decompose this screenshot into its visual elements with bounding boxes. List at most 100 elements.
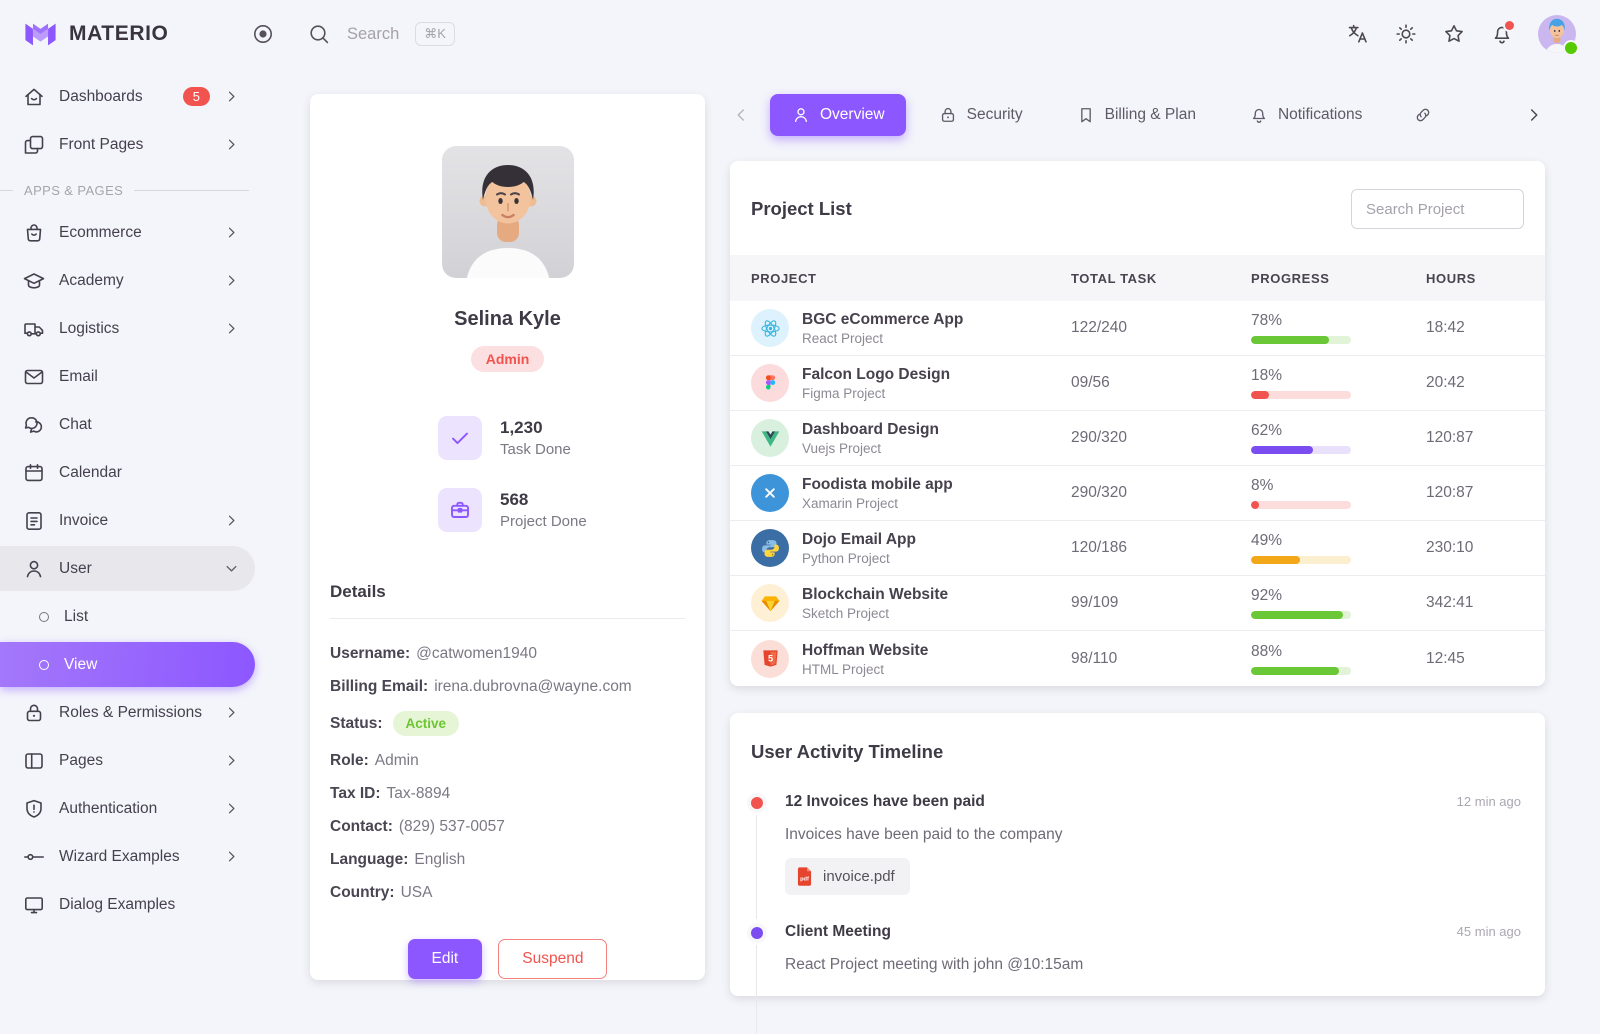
timeline-item-time: 12 min ago xyxy=(1457,794,1521,809)
chevron-down-icon xyxy=(222,559,241,578)
nav-pin-toggle-icon[interactable] xyxy=(243,14,283,54)
tab-label: Notifications xyxy=(1278,106,1362,124)
check-icon xyxy=(438,416,482,460)
column-total-task: TOTAL TASK xyxy=(1071,271,1251,286)
progress-label: 92% xyxy=(1251,587,1426,605)
tab-connections[interactable] xyxy=(1397,94,1449,136)
tab-label: Billing & Plan xyxy=(1105,106,1196,124)
chat-icon xyxy=(22,413,46,437)
detail-country: Country:USA xyxy=(330,884,685,901)
sidebar-item-authentication[interactable]: Authentication xyxy=(0,786,255,831)
project-type: Figma Project xyxy=(802,386,950,401)
sidebar-item-user-view[interactable]: View xyxy=(0,642,255,687)
global-search[interactable]: Search ⌘K xyxy=(307,22,455,46)
sidebar-item-invoice[interactable]: Invoice xyxy=(0,498,255,543)
details-title: Details xyxy=(330,582,685,602)
detail-username: Username:@catwomen1940 xyxy=(330,645,685,662)
project-type: React Project xyxy=(802,331,963,346)
sidebar-item-label: Front Pages xyxy=(59,136,222,154)
online-status-dot xyxy=(1565,42,1577,54)
progress-label: 78% xyxy=(1251,312,1426,330)
star-icon[interactable] xyxy=(1434,14,1474,54)
search-icon xyxy=(307,22,331,46)
timeline-dot xyxy=(751,927,763,939)
column-project: PROJECT xyxy=(751,271,1071,286)
sidebar-item-academy[interactable]: Academy xyxy=(0,258,255,303)
sidebar-item-user-list[interactable]: List xyxy=(0,594,255,639)
tabs-scroll-right-icon[interactable] xyxy=(1523,104,1545,126)
chevron-right-icon xyxy=(222,135,241,154)
attachment-invoice-pdf[interactable]: invoice.pdf xyxy=(785,858,910,895)
detail-contact: Contact:(829) 537-0057 xyxy=(330,818,685,835)
total-task: 98/110 xyxy=(1071,650,1251,668)
tab-notifications[interactable]: Notifications xyxy=(1228,94,1383,136)
activity-timeline-card: User Activity Timeline 12 Invoices have … xyxy=(730,713,1545,996)
sidebar-item-wizard-examples[interactable]: Wizard Examples xyxy=(0,834,255,879)
react-icon xyxy=(751,309,789,347)
progress-label: 8% xyxy=(1251,477,1426,495)
sidebar-item-front-pages[interactable]: Front Pages xyxy=(0,122,255,167)
progress-bar xyxy=(1251,446,1351,454)
sidebar-item-calendar[interactable]: Calendar xyxy=(0,450,255,495)
progress-bar xyxy=(1251,611,1351,619)
project-type: Xamarin Project xyxy=(802,496,953,511)
chevron-right-icon xyxy=(222,703,241,722)
sidebar-item-roles-permissions[interactable]: Roles & Permissions xyxy=(0,690,255,735)
sidebar-item-label: Wizard Examples xyxy=(59,848,222,866)
sidebar-item-dialog-examples[interactable]: Dialog Examples xyxy=(0,882,255,927)
html5-icon xyxy=(751,640,789,678)
sidebar-item-logistics[interactable]: Logistics xyxy=(0,306,255,351)
truck-icon xyxy=(22,317,46,341)
sidebar-item-user[interactable]: User xyxy=(0,546,255,591)
edit-button[interactable]: Edit xyxy=(408,939,483,979)
shopping-bag-icon xyxy=(22,221,46,245)
brand[interactable]: MATERIO xyxy=(24,22,243,47)
light-mode-icon[interactable] xyxy=(1386,14,1426,54)
tab-security[interactable]: Security xyxy=(917,94,1044,136)
bell-icon[interactable] xyxy=(1482,14,1522,54)
chevron-right-icon xyxy=(222,511,241,530)
sidebar-item-label: Ecommerce xyxy=(59,224,222,242)
progress-bar xyxy=(1251,556,1351,564)
project-list-title: Project List xyxy=(751,198,852,220)
timeline-item-title: 12 Invoices have been paid xyxy=(785,793,985,811)
project-search-input[interactable] xyxy=(1351,189,1524,229)
progress-label: 62% xyxy=(1251,422,1426,440)
sidebar-item-ecommerce[interactable]: Ecommerce xyxy=(0,210,255,255)
sidebar-item-chat[interactable]: Chat xyxy=(0,402,255,447)
sidebar-section-label: APPS & PAGES xyxy=(0,183,265,198)
tab-label: Security xyxy=(967,106,1023,124)
progress-label: 18% xyxy=(1251,367,1426,385)
tabs-scroll-left-icon[interactable] xyxy=(730,104,752,126)
sidebar-item-pages[interactable]: Pages xyxy=(0,738,255,783)
suspend-button[interactable]: Suspend xyxy=(498,939,607,979)
user-avatar[interactable] xyxy=(1538,15,1576,53)
hours: 12:45 xyxy=(1426,650,1545,668)
total-task: 290/320 xyxy=(1071,484,1251,502)
language-icon[interactable] xyxy=(1338,14,1378,54)
stat-label: Project Done xyxy=(500,513,587,530)
sidebar-item-label: Logistics xyxy=(59,320,222,338)
divider xyxy=(330,618,685,619)
tab-billing-plan[interactable]: Billing & Plan xyxy=(1055,94,1217,136)
detail-status: Status:Active xyxy=(330,711,685,736)
timeline-item-time: 45 min ago xyxy=(1457,924,1521,939)
user-profile-card: Selina Kyle Admin 1,230 Task Done 568 Pr… xyxy=(310,94,705,980)
vuejs-icon xyxy=(751,419,789,457)
project-name: Dojo Email App xyxy=(802,530,916,550)
sketch-icon xyxy=(751,584,789,622)
detail-billing-email: Billing Email:irena.dubrovna@wayne.com xyxy=(330,678,685,695)
sidebar-item-label: Chat xyxy=(59,416,241,434)
sidebar-item-dashboards[interactable]: Dashboards 5 xyxy=(0,74,255,119)
tab-overview[interactable]: Overview xyxy=(770,94,906,136)
figma-icon xyxy=(751,364,789,402)
project-type: Vuejs Project xyxy=(802,441,939,456)
sidebar-item-email[interactable]: Email xyxy=(0,354,255,399)
stat-task-done: 1,230 Task Done xyxy=(438,416,685,460)
header-actions xyxy=(1338,14,1576,54)
main-content: Selina Kyle Admin 1,230 Task Done 568 Pr… xyxy=(265,68,1600,996)
stat-value: 1,230 xyxy=(500,418,571,438)
